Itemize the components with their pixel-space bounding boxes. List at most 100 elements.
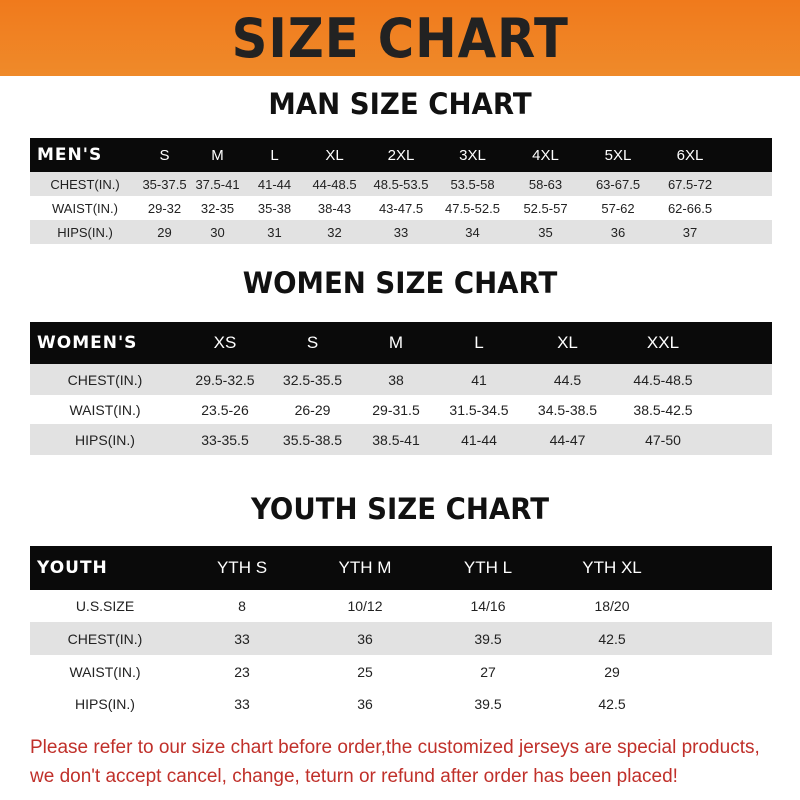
size-column-header: S: [159, 146, 170, 164]
measurement-value: 23.5-26: [201, 401, 249, 418]
table-row: CHEST(IN.) 35-37.5 37.5-41 41-44 44-48.5 48.5…: [30, 172, 772, 196]
measurement-label: CHEST(IN.): [50, 176, 120, 192]
measurement-label: CHEST(IN.): [67, 371, 143, 388]
measurement-label: HIPS(IN.): [75, 695, 135, 712]
table-row: HIPS(IN.) 33-35.5 35.5-38.5 38.5-41 41-44 44-…: [30, 424, 772, 455]
measurement-value: 35-37.5: [142, 176, 187, 192]
measurement-value: 29-31.5: [372, 401, 420, 418]
measurement-value: 32: [327, 224, 342, 240]
table-row: CHEST(IN.) 33 36 39.5 42.5: [30, 622, 772, 655]
size-column-header: 6XL: [676, 146, 704, 164]
table-row: WAIST(IN.) 23 25 27 29: [30, 655, 772, 688]
measurement-value: 38.5-42.5: [633, 401, 693, 418]
order-notice-line-2: we don't accept cancel, change, teturn o…: [30, 766, 678, 787]
size-column-header: XXL: [646, 333, 680, 352]
measurement-value: 29: [157, 224, 172, 240]
measurement-value: 38.5-41: [372, 431, 420, 448]
measurement-value: 41: [471, 371, 487, 388]
measurement-value: 44-47: [549, 431, 586, 448]
size-column-header: L: [270, 146, 279, 164]
size-column-header: 5XL: [604, 146, 632, 164]
measurement-value: 37: [682, 224, 698, 240]
measurement-value: 52.5-57: [523, 200, 568, 216]
women-size-table: WOMEN'S XS S M L XL XXL CHEST(IN.) 29.5-32.5 32.5…: [30, 322, 772, 455]
measurement-value: 33: [234, 630, 250, 647]
measurement-label: U.S.SIZE: [75, 598, 135, 614]
measurement-value: 42.5: [598, 630, 626, 647]
size-column-header: M: [211, 146, 224, 164]
measurement-value: 39.5: [474, 695, 502, 712]
size-column-header: YTH S: [216, 558, 268, 577]
measurement-value: 38-43: [317, 200, 352, 216]
measurement-value: 35.5-38.5: [282, 431, 343, 448]
measurement-value: 44-48.5: [312, 176, 357, 192]
youth-size-table: YOUTH YTH S YTH M YTH L YTH XL U.S.SIZE 8 10/12…: [30, 546, 772, 719]
measurement-value: 36: [357, 695, 373, 712]
measurement-value: 62-66.5: [667, 200, 713, 216]
measurement-value: 32-35: [200, 200, 235, 216]
order-notice-line-1: Please refer to our size chart before or…: [30, 737, 760, 758]
youth-header-row: YOUTH YTH S YTH M YTH L YTH XL: [30, 546, 772, 590]
measurement-value: 26-29: [294, 401, 331, 418]
measurement-value: 38: [388, 371, 404, 388]
size-column-header: XL: [325, 146, 344, 164]
size-column-header: YTH L: [463, 558, 513, 577]
measurement-value: 33: [234, 695, 250, 712]
measurement-value: 29: [604, 663, 620, 680]
table-row: WAIST(IN.) 29-32 32-35 35-38 38-43 43-47.5 47.…: [30, 196, 772, 220]
size-column-header: 2XL: [387, 146, 415, 164]
size-column-header: S: [306, 333, 319, 352]
measurement-value: 29-32: [147, 200, 182, 216]
table-category-label: MEN'S: [37, 145, 103, 165]
table-row: HIPS(IN.) 29 30 31 32 33 34 35 36 37: [30, 220, 772, 244]
size-column-header: XS: [213, 333, 237, 352]
measurement-value: 25: [357, 663, 373, 680]
measurement-value: 58-63: [528, 176, 563, 192]
measurement-value: 8: [238, 598, 246, 614]
table-category-label: WOMEN'S: [37, 333, 138, 353]
youth-section-title: YOUTH SIZE CHART: [250, 492, 550, 526]
men-header-row: MEN'S S M L XL 2XL 3XL 4XL 5XL 6XL: [30, 138, 772, 172]
measurement-label: WAIST(IN.): [69, 663, 141, 680]
size-column-header: YTH M: [338, 558, 392, 577]
table-category-label: YOUTH: [37, 558, 108, 578]
measurement-label: WAIST(IN.): [69, 401, 141, 418]
measurement-label: WAIST(IN.): [52, 200, 118, 216]
measurement-value: 33-35.5: [201, 431, 249, 448]
men-size-table: MEN'S S M L XL 2XL 3XL 4XL 5XL 6XL CHEST(IN.) 35-37…: [30, 138, 772, 244]
banner-title: SIZE CHART: [231, 6, 569, 70]
order-notice: Please refer to our size chart before or…: [30, 733, 790, 791]
size-column-header: 3XL: [459, 146, 486, 164]
measurement-value: 31: [267, 224, 282, 240]
measurement-value: 42.5: [598, 695, 626, 712]
size-column-header: YTH XL: [582, 558, 642, 577]
measurement-value: 43-47.5: [378, 200, 424, 216]
measurement-value: 37.5-41: [195, 176, 240, 192]
measurement-value: 67.5-72: [667, 176, 713, 192]
table-row: CHEST(IN.) 29.5-32.5 32.5-35.5 38 41 44.5 44.5…: [30, 364, 772, 395]
women-section-title: WOMEN SIZE CHART: [242, 266, 558, 300]
size-column-header: XL: [557, 333, 578, 352]
men-section-title: MAN SIZE CHART: [268, 87, 532, 121]
size-column-header: 4XL: [532, 146, 559, 164]
measurement-value: 47.5-52.5: [445, 200, 500, 216]
measurement-label: CHEST(IN.): [67, 630, 143, 647]
measurement-value: 36: [357, 630, 373, 647]
women-header-row: WOMEN'S XS S M L XL XXL: [30, 322, 772, 364]
measurement-value: 41-44: [461, 431, 497, 448]
measurement-value: 30: [210, 224, 225, 240]
measurement-value: 34.5-38.5: [537, 401, 598, 418]
measurement-label: HIPS(IN.): [75, 431, 135, 448]
measurement-value: 53.5-58: [450, 176, 495, 192]
measurement-value: 57-62: [601, 200, 635, 216]
measurement-value: 14/16: [470, 598, 506, 614]
measurement-value: 35-38: [257, 200, 292, 216]
measurement-value: 63-67.5: [595, 176, 641, 192]
measurement-value: 31.5-34.5: [449, 401, 509, 418]
measurement-value: 33: [393, 224, 409, 240]
table-row: HIPS(IN.) 33 36 39.5 42.5: [30, 688, 772, 719]
measurement-value: 48.5-53.5: [373, 176, 429, 192]
size-column-header: L: [474, 333, 484, 352]
measurement-value: 36: [610, 224, 626, 240]
measurement-value: 18/20: [594, 598, 630, 614]
